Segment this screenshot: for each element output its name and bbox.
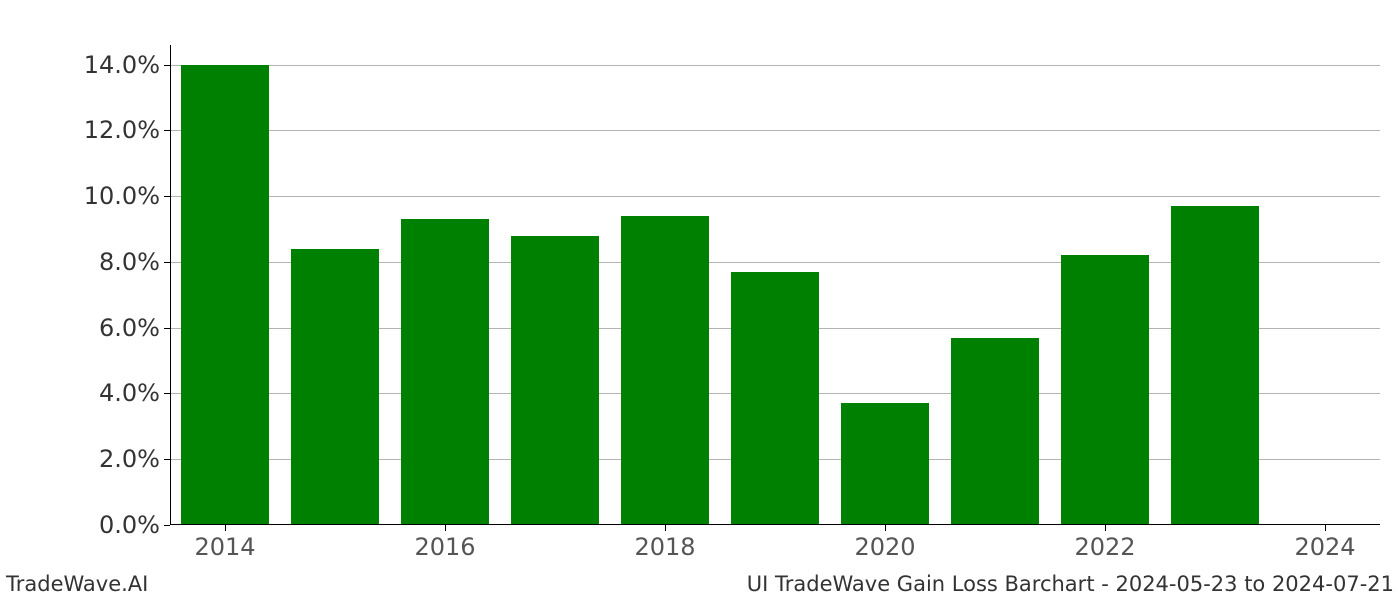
y-tick-label: 2.0% [99,445,170,473]
gridline [170,65,1380,66]
chart-bar [621,216,709,525]
plot-area: 0.0%2.0%4.0%6.0%8.0%10.0%12.0%14.0%20142… [170,45,1380,525]
chart-bar [1171,206,1259,525]
y-tick-label: 0.0% [99,511,170,539]
chart-bar [951,338,1039,525]
y-tick-label: 4.0% [99,379,170,407]
chart-container: 0.0% 2.0% 4.0% 6.0% 8.0% 10.0% 12.0% 14.0% 2014 2… [0,0,1400,600]
chart-bar [401,219,489,525]
x-tick-label: 2022 [1074,525,1135,561]
gridline [170,196,1380,197]
footer-caption: UI TradeWave Gain Loss Barchart - 2024-0… [747,572,1394,596]
y-tick-label: 6.0% [99,314,170,342]
y-tick-label: 10.0% [84,182,170,210]
chart-bar [731,272,819,525]
chart-bar [1061,255,1149,525]
x-tick-label: 2024 [1294,525,1355,561]
y-tick-label: 8.0% [99,248,170,276]
gridline [170,130,1380,131]
x-tick-label: 2016 [414,525,475,561]
x-tick-label: 2014 [194,525,255,561]
x-tick-label: 2018 [634,525,695,561]
chart-bar [181,65,269,525]
chart-bar [291,249,379,525]
axis-spine-bottom [170,524,1380,525]
footer-brand: TradeWave.AI [6,572,148,596]
axis-spine-left [170,45,171,525]
chart-bar [841,403,929,525]
y-tick-label: 12.0% [84,116,170,144]
y-tick-label: 14.0% [84,51,170,79]
x-tick-label: 2020 [854,525,915,561]
chart-bar [511,236,599,525]
